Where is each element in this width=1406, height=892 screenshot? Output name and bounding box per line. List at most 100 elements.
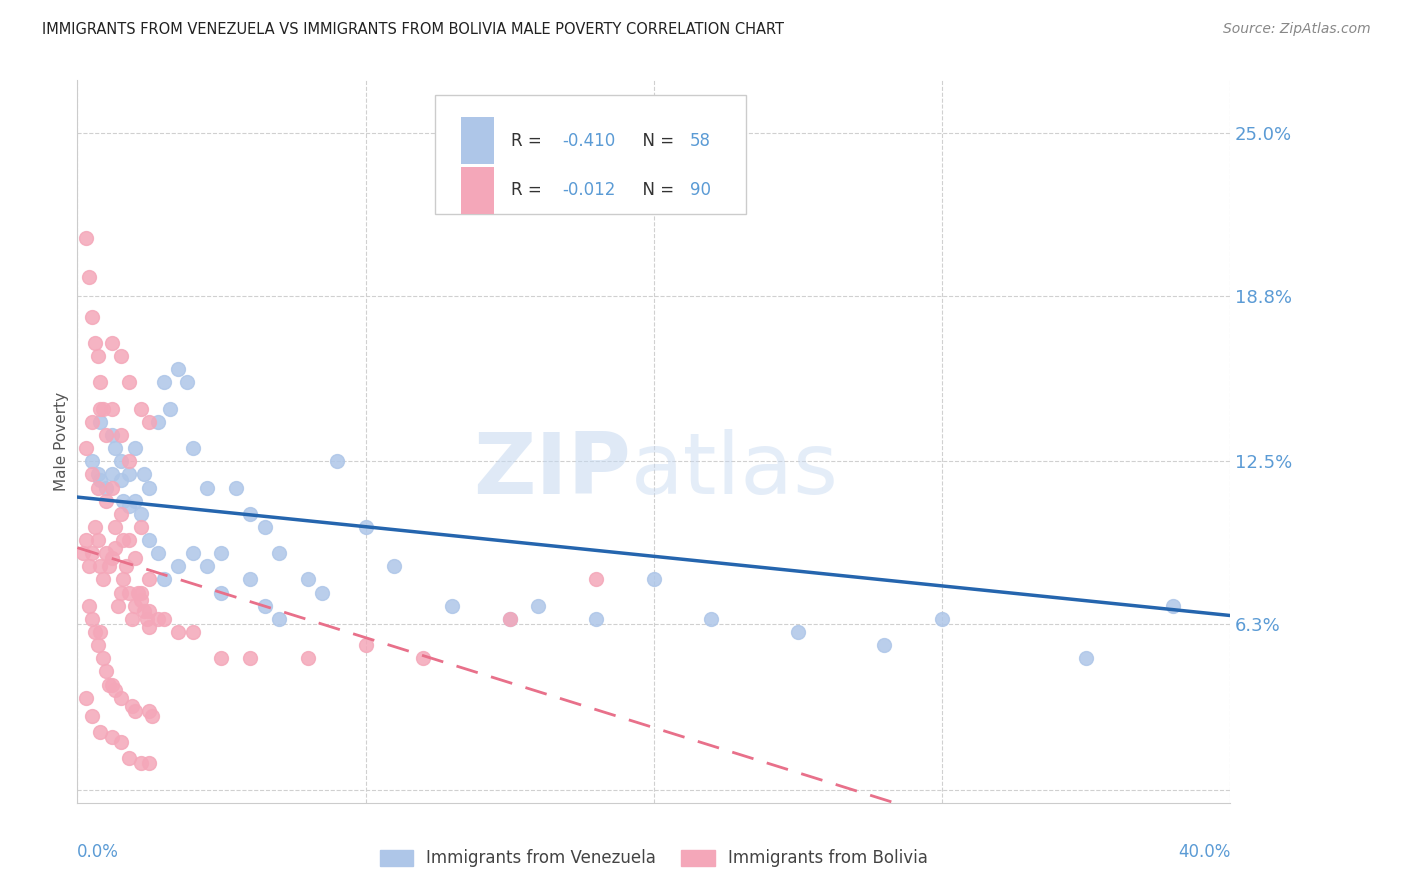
- Text: R =: R =: [510, 181, 547, 199]
- Point: [110, 690, 132, 705]
- Point: [110, 585, 132, 599]
- Point: [96, 546, 118, 560]
- Point: [129, 507, 152, 521]
- Point: [873, 638, 896, 652]
- Point: [138, 604, 160, 618]
- Point: [121, 612, 143, 626]
- Point: [101, 481, 124, 495]
- Point: [110, 454, 132, 468]
- Point: [75, 533, 97, 547]
- Point: [267, 612, 291, 626]
- Point: [101, 551, 124, 566]
- Point: [141, 709, 163, 723]
- Point: [129, 756, 152, 771]
- Point: [297, 651, 319, 665]
- Point: [77, 559, 100, 574]
- Point: [86, 533, 108, 547]
- Point: [110, 735, 132, 749]
- Point: [75, 231, 97, 245]
- Point: [585, 612, 607, 626]
- Point: [127, 585, 149, 599]
- Point: [129, 520, 152, 534]
- Point: [153, 376, 174, 390]
- Point: [146, 546, 169, 560]
- Point: [138, 533, 160, 547]
- Point: [146, 612, 169, 626]
- Point: [107, 599, 129, 613]
- Point: [98, 559, 121, 574]
- Point: [104, 441, 127, 455]
- Point: [211, 546, 233, 560]
- Point: [91, 573, 114, 587]
- Point: [225, 481, 247, 495]
- Point: [138, 415, 160, 429]
- Point: [325, 454, 349, 468]
- Text: N =: N =: [631, 181, 679, 199]
- Point: [124, 441, 146, 455]
- Point: [700, 612, 723, 626]
- Point: [354, 638, 377, 652]
- Point: [297, 573, 319, 587]
- Point: [80, 612, 103, 626]
- Point: [239, 651, 262, 665]
- Point: [80, 415, 103, 429]
- Point: [118, 499, 141, 513]
- Point: [83, 520, 105, 534]
- Point: [124, 551, 146, 566]
- Point: [96, 481, 118, 495]
- Point: [121, 698, 143, 713]
- Point: [118, 376, 141, 390]
- Point: [253, 599, 276, 613]
- Point: [124, 493, 146, 508]
- Point: [176, 376, 198, 390]
- Point: [354, 520, 377, 534]
- Point: [129, 593, 152, 607]
- Text: atlas: atlas: [631, 429, 839, 512]
- Point: [89, 401, 111, 416]
- Point: [112, 493, 135, 508]
- Point: [89, 724, 111, 739]
- Point: [382, 559, 406, 574]
- Text: 58: 58: [689, 132, 710, 150]
- Point: [101, 677, 124, 691]
- Point: [195, 559, 218, 574]
- Text: 0.0%: 0.0%: [77, 843, 120, 861]
- Point: [89, 625, 111, 640]
- Point: [499, 612, 522, 626]
- Point: [91, 651, 114, 665]
- Point: [104, 682, 127, 697]
- Point: [159, 401, 181, 416]
- Point: [1076, 651, 1098, 665]
- Point: [138, 573, 160, 587]
- Point: [75, 690, 97, 705]
- Point: [195, 481, 218, 495]
- Point: [80, 546, 103, 560]
- Point: [80, 709, 103, 723]
- Point: [181, 546, 204, 560]
- Point: [153, 573, 174, 587]
- Point: [129, 401, 152, 416]
- Point: [80, 467, 103, 482]
- Point: [931, 612, 953, 626]
- Point: [181, 441, 204, 455]
- Point: [75, 441, 97, 455]
- Point: [112, 533, 135, 547]
- Text: 40.0%: 40.0%: [1178, 843, 1230, 861]
- Point: [96, 493, 118, 508]
- Point: [167, 362, 190, 376]
- Point: [311, 585, 333, 599]
- Point: [211, 585, 233, 599]
- Point: [135, 612, 157, 626]
- Point: [124, 599, 146, 613]
- Point: [86, 467, 108, 482]
- Point: [132, 467, 155, 482]
- Point: [112, 573, 135, 587]
- Point: [118, 454, 141, 468]
- Legend: Immigrants from Venezuela, Immigrants from Bolivia: Immigrants from Venezuela, Immigrants fr…: [373, 843, 935, 874]
- Point: [643, 573, 665, 587]
- Point: [110, 473, 132, 487]
- Point: [80, 310, 103, 324]
- FancyBboxPatch shape: [461, 118, 494, 164]
- Point: [101, 730, 124, 744]
- Point: [96, 665, 118, 679]
